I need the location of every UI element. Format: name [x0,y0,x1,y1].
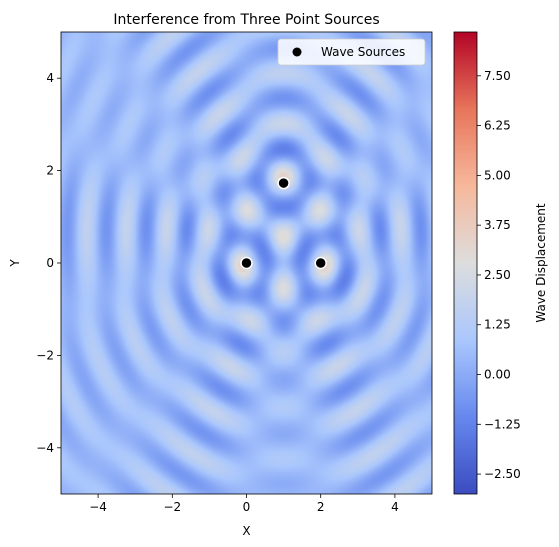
chart-title: Interference from Three Point Sources [113,12,379,28]
x-tick-label: −2 [163,500,181,514]
colorbar-tick-label: 0.00 [484,368,511,382]
y-axis-ticks: −4 −2 0 2 4 [36,71,61,455]
x-tick-label: 0 [243,500,251,514]
legend-box [277,38,426,66]
x-tick-label: −4 [89,500,107,514]
colorbar-tick-label: 3.75 [484,218,511,232]
y-axis-label: Y [8,259,22,268]
legend: Wave Sources [277,38,426,66]
wave-sources-layer [240,176,327,270]
x-tick-label: 2 [317,500,325,514]
legend-marker-wave-sources [292,47,302,57]
colorbar-tick-label: 5.00 [484,168,511,182]
colorbar-tick-label: 7.50 [484,69,511,83]
colorbar-tick-label: 1.25 [484,318,511,332]
wave-source-point [314,256,327,270]
colorbar-ticks: −2.50 −1.25 0.00 1.25 2.50 3.75 5.00 6.25 7.50 [477,69,521,481]
wave-source-point [240,256,253,270]
colorbar-frame [453,31,478,495]
colorbar-tick-label: −1.25 [484,417,521,431]
y-tick-label: −2 [36,348,54,362]
colorbar: −2.50 −1.25 0.00 1.25 2.50 3.75 5.00 6.25 7.50 W… [453,31,548,495]
x-tick-label: 4 [391,500,399,514]
colorbar-tick-label: 6.25 [484,119,511,133]
colorbar-label: Wave Displacement [534,203,548,323]
y-tick-label: −4 [36,441,54,455]
wave-source-point [277,176,290,190]
colorbar-tick-label: 2.50 [484,268,511,282]
y-tick-label: 2 [46,164,54,178]
y-tick-label: 4 [46,71,54,85]
y-tick-label: 0 [46,256,54,270]
colorbar-tick-label: −2.50 [484,467,521,481]
x-axis-label: X [242,524,250,538]
legend-label-wave-sources: Wave Sources [321,45,405,59]
colorbar-gradient [454,32,477,494]
x-axis-ticks: −4 −2 0 2 4 [89,494,399,514]
